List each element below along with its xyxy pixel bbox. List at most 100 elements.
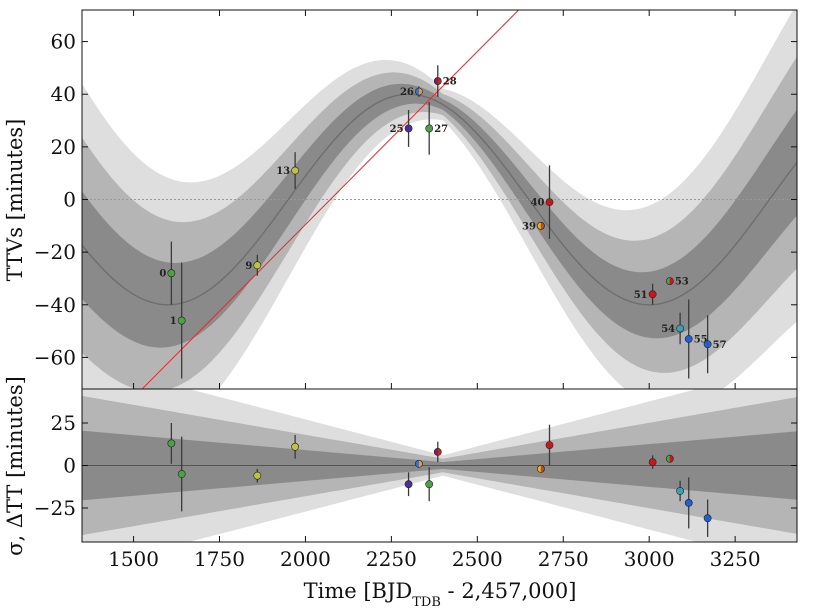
marker-right-half bbox=[437, 77, 442, 85]
y-tick-label: 40 bbox=[51, 82, 76, 106]
marker-right-half bbox=[669, 455, 674, 463]
marker-outline bbox=[665, 277, 674, 285]
y-tick-label: 60 bbox=[51, 30, 76, 54]
data-point-39 bbox=[537, 464, 545, 473]
x-axis-title: Time [BJDTDB - 2,457,000] bbox=[304, 579, 577, 610]
marker-outline bbox=[433, 447, 442, 456]
marker-left-half bbox=[434, 448, 438, 456]
marker bbox=[404, 480, 413, 489]
x-tick-label: 1750 bbox=[194, 547, 245, 571]
bottom-y-axis-title: σ, ΔTT [minutes] bbox=[3, 376, 27, 556]
x-tick-label: 2750 bbox=[538, 547, 589, 571]
data-point-1: 1 bbox=[170, 262, 186, 379]
top-y-axis-title: TTVs [minutes] bbox=[3, 119, 27, 282]
marker-right-half bbox=[540, 222, 545, 230]
data-point-28 bbox=[433, 441, 442, 463]
data-point-55: 55 bbox=[684, 299, 708, 379]
y-tick-label: 0 bbox=[63, 188, 76, 212]
model-band-1sigma bbox=[82, 83, 797, 348]
ttv-panel: 0 1 9 13 25 26 27 28 39 40 51 53 54 55 57 −60 −40 −20 0 20… bbox=[3, 9, 798, 390]
epoch-label-25: 25 bbox=[390, 124, 404, 135]
marker-outline bbox=[537, 221, 545, 230]
x-tick-label: 3000 bbox=[624, 547, 675, 571]
data-point-26 bbox=[414, 459, 423, 468]
marker-right-half bbox=[418, 87, 423, 96]
linear-fit-line bbox=[141, 10, 519, 389]
data-point-51: 51 bbox=[634, 283, 657, 305]
x-axis: 1500 1750 2000 2250 2500 2750 3000 3250 bbox=[108, 10, 761, 571]
data-point-28: 28 bbox=[433, 65, 457, 97]
x-tick-label: 2500 bbox=[452, 547, 503, 571]
marker bbox=[703, 514, 712, 523]
y-tick-label: 20 bbox=[51, 135, 76, 159]
marker-outline bbox=[414, 87, 423, 96]
marker bbox=[684, 335, 693, 343]
marker bbox=[676, 324, 685, 333]
marker-outline bbox=[537, 464, 545, 473]
marker-outline bbox=[433, 77, 442, 85]
y-tick-label: −20 bbox=[34, 240, 76, 264]
residual-panel: −25 0 25 σ, ΔTT [minutes] bbox=[3, 376, 798, 556]
data-point-54: 54 bbox=[661, 312, 685, 345]
marker-left-half bbox=[666, 277, 670, 285]
marker bbox=[425, 124, 434, 133]
residual-data-points bbox=[167, 423, 712, 537]
marker-outline bbox=[414, 459, 423, 468]
marker-right-half bbox=[669, 277, 674, 285]
x-tick-label: 1500 bbox=[108, 547, 159, 571]
marker-right-half bbox=[418, 460, 423, 468]
epoch-label-39: 39 bbox=[522, 221, 536, 232]
data-point-26: 26 bbox=[400, 86, 423, 98]
marker-left-half bbox=[537, 222, 541, 230]
epoch-label-53: 53 bbox=[675, 277, 689, 288]
data-point-9: 9 bbox=[245, 254, 262, 276]
data-point-25 bbox=[404, 472, 413, 497]
marker bbox=[648, 458, 657, 466]
marker bbox=[177, 316, 186, 325]
data-point-40: 40 bbox=[531, 165, 554, 239]
data-point-0: 0 bbox=[159, 241, 176, 305]
epoch-label-13: 13 bbox=[276, 166, 290, 177]
epoch-label-55: 55 bbox=[694, 334, 708, 345]
marker-left-half bbox=[537, 465, 541, 473]
marker bbox=[167, 439, 176, 448]
data-point-27 bbox=[425, 467, 434, 502]
epoch-label-9: 9 bbox=[245, 261, 252, 272]
marker bbox=[291, 442, 300, 451]
x-axis-title-tail: - 2,457,000] bbox=[441, 579, 577, 603]
marker bbox=[676, 487, 685, 495]
marker bbox=[167, 269, 176, 278]
marker bbox=[253, 471, 262, 480]
y-tick-label: −60 bbox=[34, 345, 76, 369]
epoch-label-0: 0 bbox=[159, 269, 166, 280]
x-tick-label: 3250 bbox=[710, 547, 761, 571]
epoch-label-26: 26 bbox=[400, 87, 414, 98]
data-point-53 bbox=[665, 454, 674, 463]
data-point-55 bbox=[684, 477, 693, 529]
marker-left-half bbox=[434, 77, 438, 85]
data-point-51 bbox=[648, 455, 657, 469]
marker-left-half bbox=[415, 460, 419, 468]
data-point-0 bbox=[167, 423, 176, 464]
marker bbox=[648, 290, 657, 299]
marker bbox=[177, 470, 186, 478]
marker-left-half bbox=[666, 455, 670, 463]
data-point-13: 13 bbox=[276, 152, 300, 189]
epoch-label-40: 40 bbox=[531, 198, 545, 209]
data-point-57 bbox=[703, 499, 712, 537]
data-point-54 bbox=[676, 480, 685, 502]
x-tick-label: 2000 bbox=[280, 547, 331, 571]
data-point-40 bbox=[545, 424, 554, 466]
marker bbox=[545, 441, 554, 449]
epoch-label-57: 57 bbox=[713, 340, 727, 351]
x-axis-title-main: Time [BJD bbox=[304, 579, 413, 603]
marker bbox=[253, 261, 262, 270]
x-axis-title-subscript: TDB bbox=[412, 595, 441, 610]
data-point-9 bbox=[253, 468, 262, 483]
data-point-57: 57 bbox=[703, 315, 727, 374]
marker bbox=[684, 498, 693, 507]
marker-right-half bbox=[540, 465, 545, 473]
data-point-39: 39 bbox=[522, 221, 545, 232]
marker-right-half bbox=[437, 448, 442, 456]
